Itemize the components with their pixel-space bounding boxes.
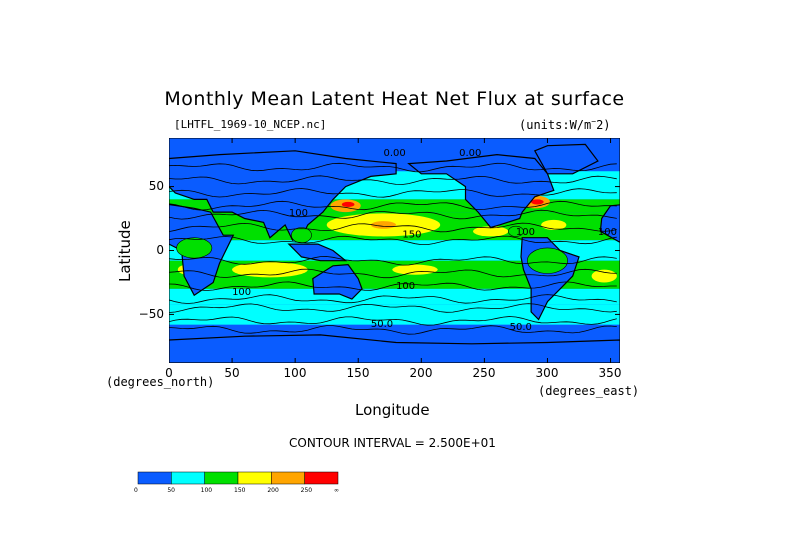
contour-line (169, 303, 617, 313)
contour-label: 100 (232, 287, 251, 298)
colorbar-swatch (171, 471, 205, 485)
land-australia (312, 263, 363, 300)
contour-line (169, 188, 617, 198)
contour-label: 100 (289, 208, 308, 219)
colorbar-swatch (304, 471, 339, 485)
contour-label: 100 (396, 281, 415, 292)
contour-label: 100 (598, 227, 617, 238)
land-flux-patch (526, 247, 568, 274)
land-masses (169, 143, 620, 363)
flux-maximum (541, 219, 567, 231)
ytick-label: 0 (156, 243, 164, 257)
contour-label: 0.00 (459, 148, 481, 159)
land-africa-west (599, 204, 620, 243)
xtick-label: 50 (224, 366, 240, 380)
flux-band (169, 304, 620, 325)
land-greenland (533, 143, 599, 175)
contour-labels: 0.00 0.00 100 100 100 50.0 50.0 100 100 150 (232, 148, 617, 333)
contour-label: 50.0 (371, 319, 393, 330)
contour-line (169, 209, 617, 220)
land-antarctica (169, 334, 620, 363)
chart-title: Monthly Mean Latent Heat Net Flux at sur… (164, 88, 625, 110)
colorbar-swatch (204, 471, 239, 485)
flux-band (169, 240, 620, 261)
xtick-label: 150 (346, 366, 370, 380)
ytick-label: 50 (148, 179, 164, 193)
flux-maximum (591, 269, 617, 283)
y-axis-label: Latitude (116, 220, 134, 282)
colorbar-tick-label: 50 (167, 487, 175, 494)
flux-maximum (475, 270, 532, 282)
contour-line (169, 256, 617, 266)
contour-line (169, 175, 617, 185)
flux-maximum (392, 264, 438, 275)
colorbar-swatch (271, 471, 305, 485)
x-axis-label: Longitude (355, 401, 430, 419)
contour-line (169, 200, 617, 211)
contour-line (169, 316, 617, 326)
xtick-label: 350 (598, 366, 622, 380)
contour-line (169, 162, 617, 173)
contour-interval: CONTOUR INTERVAL = 2.500E+01 (289, 436, 496, 450)
xtick-label: 200 (409, 366, 433, 380)
flux-maximum (232, 262, 308, 278)
contour-line (169, 281, 617, 291)
colorbar (137, 471, 339, 485)
land-northamerica (407, 153, 555, 229)
land-flux-patch (176, 237, 213, 259)
colorbar-tick-label: 250 (300, 487, 313, 494)
xtick-label: 300 (535, 366, 559, 380)
xtick-label: 250 (472, 366, 496, 380)
colorbar-tick-label: 0 (134, 487, 138, 494)
flux-maximum (473, 226, 509, 237)
contour-line (169, 235, 617, 245)
contour-line (169, 325, 617, 335)
plot-area: 0.00 0.00 100 100 100 50.0 50.0 100 100 150 (169, 138, 620, 363)
flux-hotspot (531, 199, 544, 205)
colorbar-tick-label: 100 (200, 487, 213, 494)
colorbar-swatch (237, 471, 272, 485)
colorbar-tick-label: 200 (267, 487, 279, 494)
xtick-label: 0 (165, 366, 173, 380)
contour-line (169, 294, 617, 304)
chart-units: (units:W/m−2) (519, 117, 611, 132)
contour-label: 50.0 (510, 322, 532, 333)
y-unit-label: (degrees_north) (106, 375, 215, 389)
land-indonesia (287, 243, 348, 262)
xtick-label: 100 (283, 366, 307, 380)
colorbar-tick-label: 150 (234, 487, 246, 494)
contour-lines (169, 162, 617, 335)
x-unit-label: (degrees_east) (538, 384, 640, 398)
colorbar-tick-label: ∞ (334, 487, 339, 494)
colorbar-swatch (137, 471, 172, 485)
contour-label: 100 (516, 227, 535, 238)
chart-subtitle-file: [LHTFL_1969-10_NCEP.nc] (174, 118, 327, 131)
contour-label: 150 (402, 230, 421, 241)
land-flux-patch (508, 225, 524, 237)
contour-label: 0.00 (383, 148, 405, 159)
contour-line (169, 222, 617, 233)
flux-hotspot (341, 201, 355, 208)
contour-line (169, 268, 617, 279)
land-flux-patch (291, 227, 312, 244)
ytick-label: −50 (138, 307, 164, 321)
